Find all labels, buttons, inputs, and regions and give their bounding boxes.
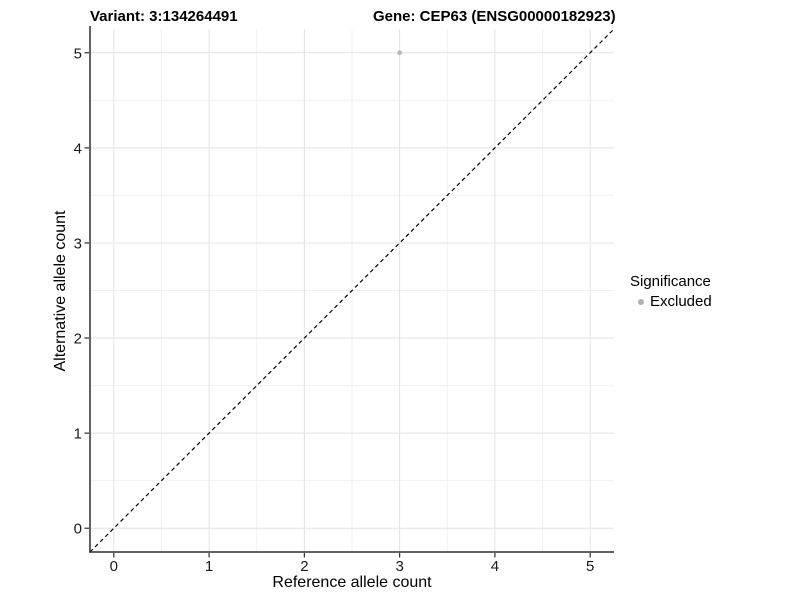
x-tick-label: 2	[300, 558, 308, 575]
x-tick-label: 4	[491, 558, 499, 575]
legend: Significance Excluded	[630, 273, 712, 310]
x-tick-label: 0	[110, 558, 118, 575]
y-tick-label: 3	[74, 235, 82, 252]
excluded-point-icon	[638, 298, 644, 305]
identity-dashed-line	[89, 28, 615, 553]
x-tick-label: 3	[395, 558, 403, 575]
plot-title-variant: Variant: 3:134264491	[90, 8, 238, 25]
legend-item-label: Excluded	[650, 293, 712, 310]
legend-item-excluded: Excluded	[630, 293, 712, 310]
x-tick-label: 1	[205, 558, 213, 575]
data-point-excluded	[397, 50, 402, 56]
y-tick-label: 5	[74, 45, 82, 62]
x-tick-label: 5	[586, 558, 594, 575]
legend-title: Significance	[630, 273, 711, 290]
y-tick-label: 2	[74, 331, 82, 348]
y-tick-label: 0	[74, 521, 82, 538]
y-tick-label: 4	[74, 140, 82, 157]
y-tick-label: 1	[74, 426, 82, 443]
plot-title-gene: Gene: CEP63 (ENSG00000182923)	[373, 8, 616, 25]
y-axis-label: Alternative allele count	[52, 210, 69, 372]
x-axis-label: Reference allele count	[272, 574, 432, 591]
